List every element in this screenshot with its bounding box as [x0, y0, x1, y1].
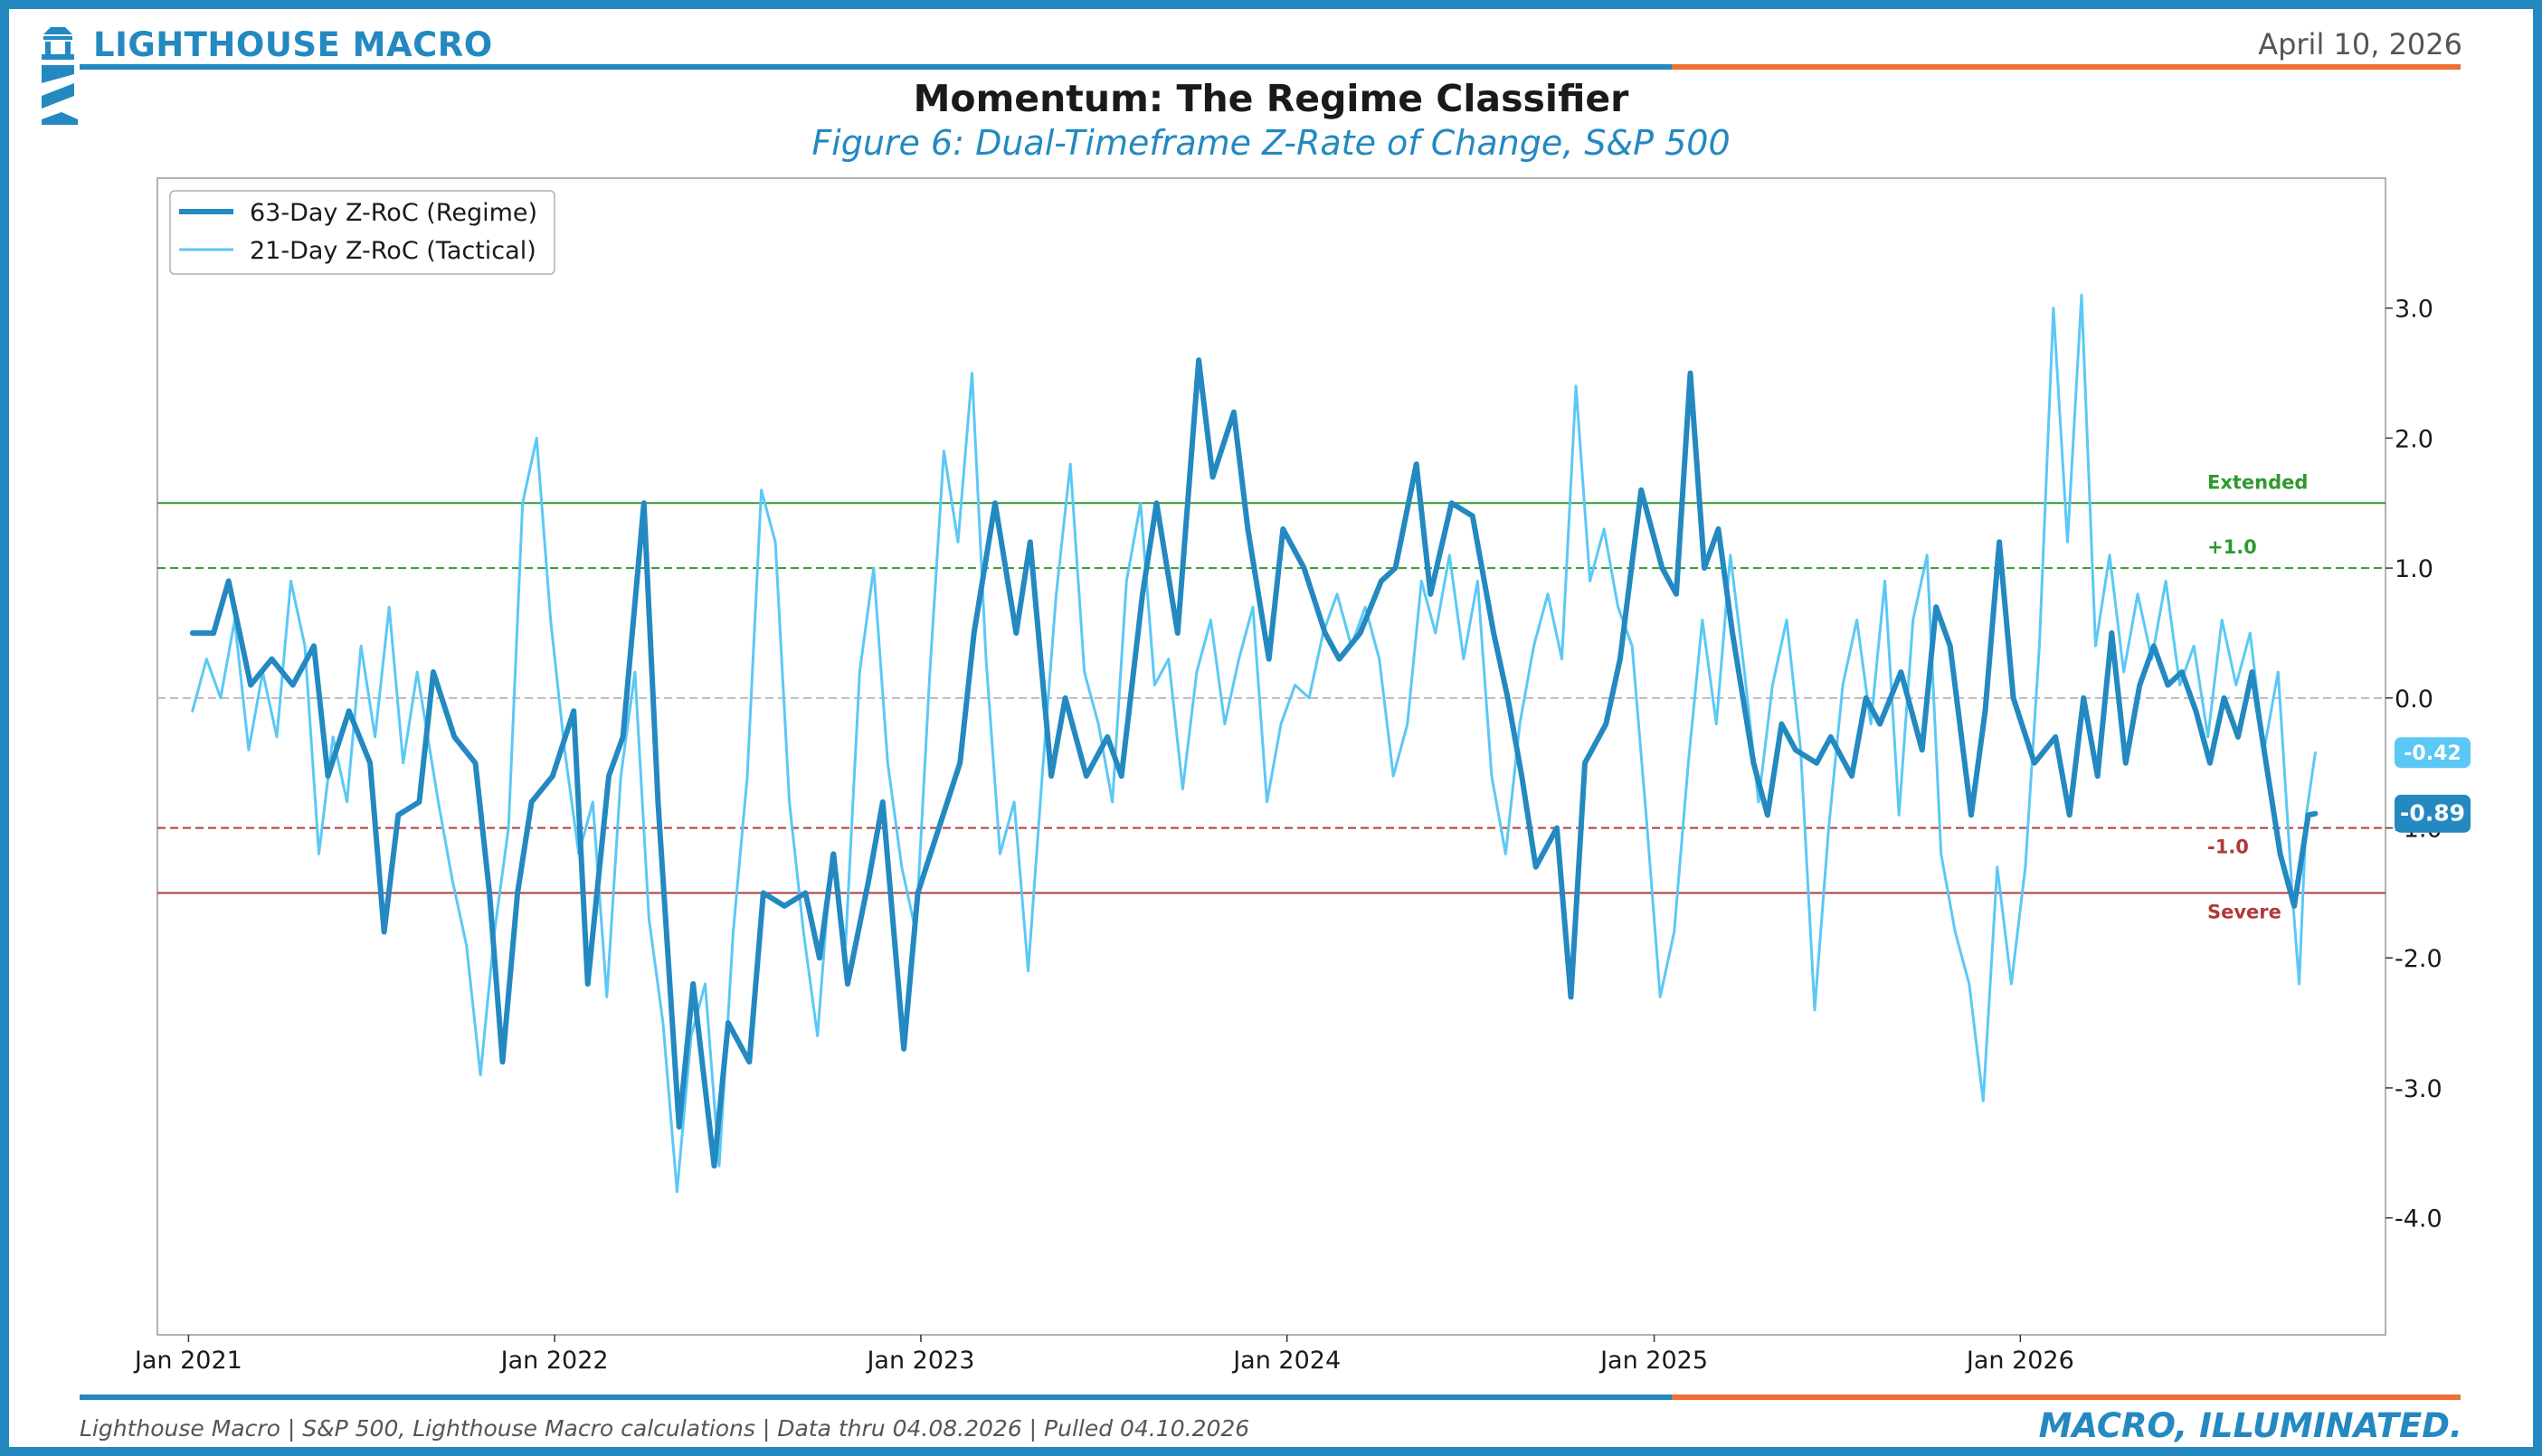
brand-name: LIGHTHOUSE MACRO	[93, 25, 493, 64]
chart-subtitle: Figure 6: Dual-Timeframe Z-Rate of Chang…	[811, 123, 1731, 163]
y-tick-label: 3.0	[2395, 296, 2433, 324]
x-tick-label: Jan 2025	[1598, 1347, 1708, 1375]
reference-label-3: -1.0	[2207, 837, 2249, 858]
latest-value-label: -0.89	[2400, 800, 2465, 827]
x-tick-label: Jan 2021	[133, 1347, 242, 1375]
y-tick-label: -2.0	[2395, 945, 2442, 973]
legend: 63-Day Z-RoC (Regime) 21-Day Z-RoC (Tacti…	[169, 190, 555, 275]
latest-value-box	[2395, 737, 2471, 769]
legend-label: 63-Day Z-RoC (Regime)	[250, 199, 537, 227]
series-line-tactical	[191, 293, 2317, 1194]
reference-label-4: Severe	[2207, 901, 2281, 922]
latest-value-box	[2395, 794, 2471, 833]
chart-title: Momentum: The Regime Classifier	[913, 77, 1629, 120]
header-rule-blue	[80, 64, 1672, 70]
source-note: Lighthouse Macro | S&P 500, Lighthouse M…	[80, 1415, 1250, 1442]
x-tick-label: Jan 2022	[499, 1347, 609, 1375]
y-tick-label: 0.0	[2395, 685, 2433, 714]
x-tick-label: Jan 2024	[1231, 1347, 1341, 1375]
footer-rule-blue	[80, 1395, 1672, 1400]
latest-value-badge: -0.89	[2395, 794, 2471, 833]
reference-label-0: Extended	[2207, 471, 2308, 493]
x-tick-label: Jan 2023	[865, 1347, 974, 1375]
legend-label: 21-Day Z-RoC (Tactical)	[250, 237, 536, 265]
latest-value-label: -0.42	[2404, 742, 2461, 765]
footer-tagline: MACRO, ILLUMINATED.	[2038, 1406, 2462, 1445]
y-tick-label: -3.0	[2395, 1075, 2442, 1103]
x-tick-label: Jan 2026	[1965, 1347, 2074, 1375]
header-rule-orange	[1672, 64, 2461, 70]
series-line-regime	[189, 357, 2319, 1169]
y-tick-label: 1.0	[2395, 555, 2433, 583]
legend-box	[169, 190, 555, 275]
report-date: April 10, 2026	[2258, 27, 2462, 61]
latest-value-badge: -0.42	[2395, 737, 2471, 769]
y-tick-label: 2.0	[2395, 425, 2433, 453]
footer-rule-orange	[1672, 1395, 2461, 1400]
plot-area-border	[157, 177, 2386, 1336]
reference-label-1: +1.0	[2207, 536, 2257, 558]
lighthouse-icon	[42, 27, 78, 125]
y-tick-label: -4.0	[2395, 1205, 2442, 1234]
